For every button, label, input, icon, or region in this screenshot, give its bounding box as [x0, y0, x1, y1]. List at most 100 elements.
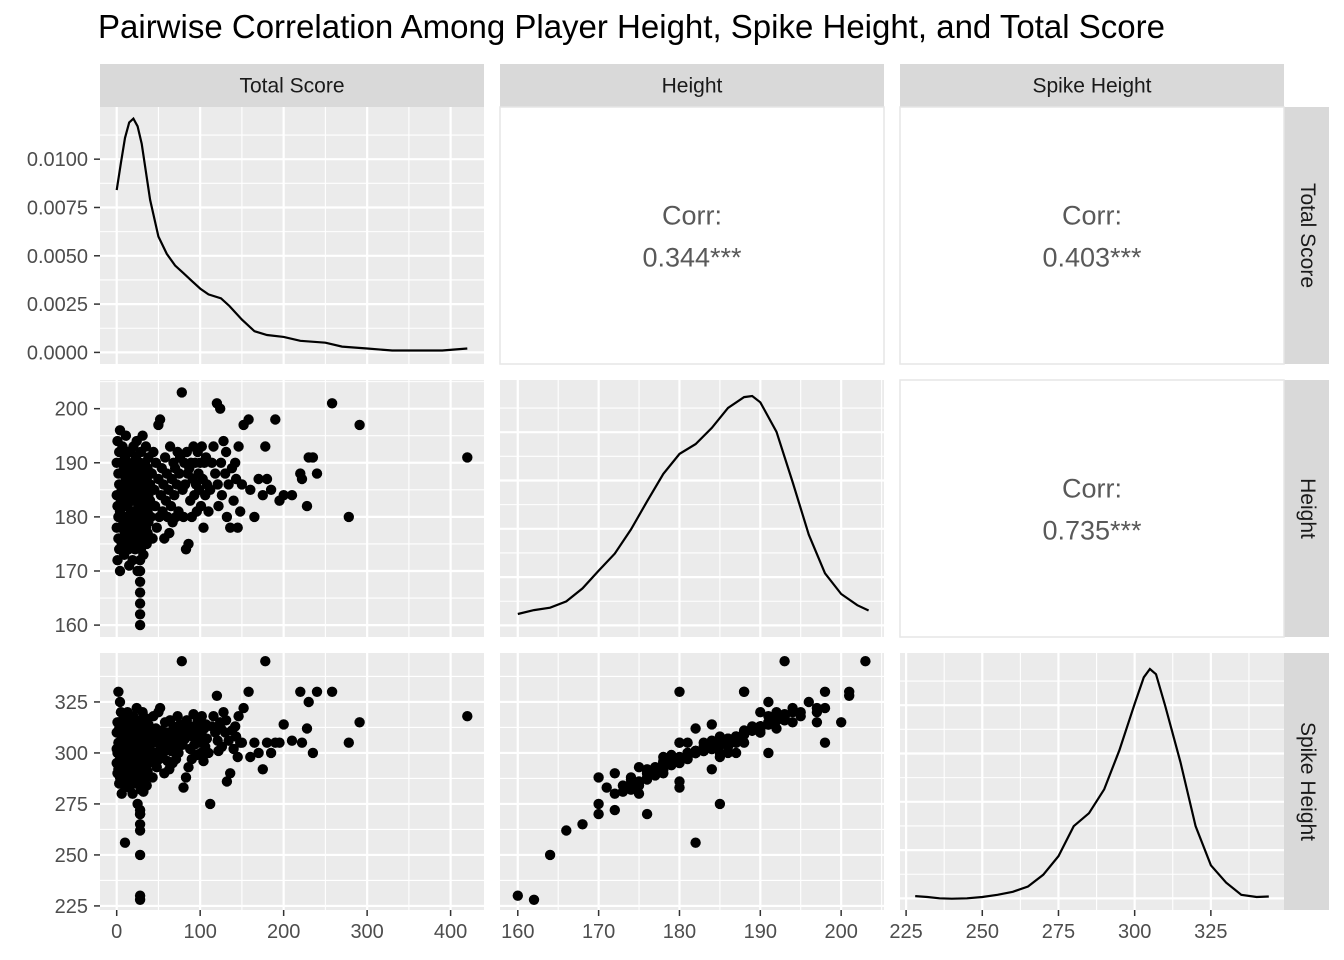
x-tick-label: 190	[744, 921, 777, 943]
data-point	[235, 506, 246, 517]
y-tick-label: 0.0050	[27, 246, 88, 268]
data-point	[134, 619, 146, 631]
data-point	[178, 782, 189, 793]
data-point	[233, 711, 244, 722]
data-point	[860, 656, 871, 667]
data-point	[730, 747, 742, 759]
data-point	[706, 764, 717, 775]
data-point	[658, 768, 669, 779]
data-point	[245, 751, 256, 763]
data-point	[208, 441, 219, 452]
data-point	[779, 656, 790, 667]
data-point	[172, 711, 183, 722]
corr-label: Corr:	[662, 201, 722, 231]
data-point	[593, 808, 604, 820]
data-point	[296, 473, 308, 485]
y-tick-label: 225	[55, 896, 88, 918]
x-tick-label: 200	[824, 921, 857, 943]
data-point	[183, 538, 194, 550]
data-point	[218, 707, 229, 718]
x-tick-label: 250	[966, 921, 999, 943]
data-point	[216, 741, 228, 752]
data-point	[238, 702, 249, 714]
data-point	[225, 768, 236, 779]
y-tick-label: 190	[55, 453, 88, 475]
data-point	[682, 737, 693, 748]
data-point	[301, 723, 313, 734]
data-point	[625, 784, 637, 795]
data-point	[230, 721, 241, 732]
data-point	[261, 737, 273, 748]
data-point	[819, 702, 831, 714]
data-point	[650, 764, 661, 775]
data-point	[260, 656, 271, 667]
data-point	[690, 745, 701, 757]
data-point	[173, 747, 184, 759]
data-point	[270, 414, 281, 425]
data-point	[674, 686, 685, 697]
data-point	[245, 484, 256, 495]
corr-panel	[499, 106, 885, 365]
data-point	[213, 500, 224, 512]
data-point	[113, 686, 124, 697]
data-point	[755, 707, 766, 718]
data-point	[215, 403, 226, 414]
data-point	[134, 565, 146, 577]
data-point	[174, 468, 185, 479]
data-point	[215, 457, 227, 468]
data-point	[218, 435, 229, 447]
data-point	[230, 457, 241, 468]
data-point	[120, 430, 132, 441]
data-point	[134, 598, 146, 609]
strip-right-label: Spike Height	[1296, 722, 1319, 841]
strip-top-label: Spike Height	[1032, 75, 1151, 98]
data-point	[164, 441, 176, 452]
data-point	[228, 495, 239, 506]
data-point	[232, 751, 243, 763]
data-point	[216, 490, 228, 501]
strip-top-label: Total Score	[239, 75, 344, 98]
strip-right-label: Height	[1296, 478, 1319, 539]
panel-grid: Total Score Height Spike Height Total Score…	[27, 64, 1329, 943]
data-point	[690, 723, 701, 734]
data-point	[819, 737, 831, 748]
corr-value: 0.735***	[1042, 516, 1142, 546]
data-point	[609, 788, 620, 799]
data-point	[257, 490, 268, 501]
data-point	[179, 479, 191, 490]
data-point	[844, 686, 855, 697]
data-point	[134, 609, 146, 620]
data-point	[311, 686, 323, 697]
data-point	[137, 430, 148, 441]
data-point	[253, 473, 264, 485]
data-point	[714, 737, 726, 748]
x-tick-label: 325	[1194, 921, 1227, 943]
data-point	[201, 733, 213, 744]
panel-bg	[500, 653, 884, 910]
data-point	[326, 686, 338, 697]
data-point	[738, 737, 750, 748]
x-tick-label: 300	[1118, 921, 1151, 943]
data-point	[220, 715, 232, 726]
data-point	[836, 717, 847, 728]
y-tick-label: 275	[55, 794, 88, 816]
data-point	[243, 414, 254, 425]
data-point	[633, 780, 645, 791]
data-point	[286, 490, 298, 501]
data-point	[148, 446, 159, 458]
data-point	[169, 490, 180, 501]
data-point	[763, 711, 774, 722]
strip-right-spike-height	[1284, 653, 1329, 910]
data-point	[225, 522, 236, 533]
data-point	[198, 522, 209, 533]
data-point	[633, 762, 645, 773]
data-point	[714, 798, 726, 810]
data-point	[211, 690, 223, 701]
x-tick-label: 400	[434, 921, 467, 943]
data-point	[763, 719, 774, 730]
data-point	[147, 772, 158, 783]
corr-value: 0.344***	[642, 243, 742, 273]
data-point	[210, 468, 221, 479]
data-point	[134, 576, 146, 587]
data-point	[176, 656, 187, 667]
